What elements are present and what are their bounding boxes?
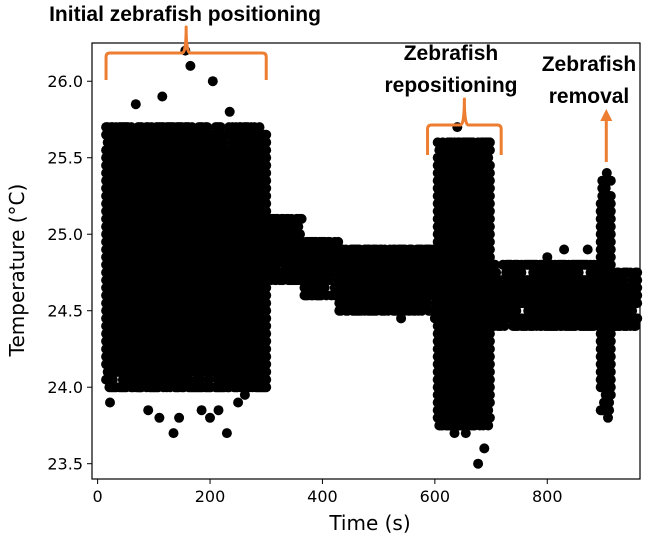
data-point <box>296 213 307 224</box>
data-point <box>261 305 272 316</box>
data-point <box>483 152 494 163</box>
data-point <box>261 183 272 194</box>
data-point <box>261 168 272 178</box>
data-point <box>261 336 272 347</box>
data-point <box>261 321 272 331</box>
data-point <box>261 152 272 163</box>
data-point <box>261 382 272 393</box>
data-point <box>271 259 282 270</box>
data-point <box>261 298 272 309</box>
data-point <box>261 175 272 186</box>
data-point <box>319 282 330 293</box>
data-point <box>484 397 495 408</box>
data-point <box>483 420 494 431</box>
data-point <box>261 282 272 293</box>
data-point <box>484 366 495 377</box>
data-point <box>254 122 265 133</box>
data-point <box>261 366 272 377</box>
data-point <box>261 374 272 385</box>
data-point <box>261 145 272 156</box>
data-point <box>195 374 206 385</box>
data-point <box>219 137 230 148</box>
data-point <box>324 275 335 286</box>
data-point <box>484 359 495 370</box>
data-point <box>261 137 272 148</box>
data-point <box>261 344 272 354</box>
data-point <box>261 191 272 201</box>
data-point <box>215 122 226 133</box>
data-point <box>261 206 272 217</box>
data-point <box>484 344 495 354</box>
data-point <box>261 198 272 209</box>
data-point <box>202 122 213 133</box>
data-point <box>261 160 272 171</box>
data-point <box>484 382 495 393</box>
data-point <box>484 351 495 362</box>
data-point <box>261 129 272 140</box>
data-point <box>333 236 344 247</box>
data-point <box>183 374 194 385</box>
data-point <box>483 405 494 416</box>
data-point <box>261 328 272 339</box>
data-point <box>261 351 272 362</box>
data-point <box>484 374 495 385</box>
data-point <box>293 221 304 232</box>
data-point <box>107 374 118 385</box>
data-point <box>203 374 214 385</box>
data-point <box>484 389 495 400</box>
data-point <box>422 298 432 309</box>
data-point <box>261 313 272 324</box>
data-point <box>261 290 272 301</box>
data-point <box>261 359 272 370</box>
data-points <box>101 45 643 469</box>
